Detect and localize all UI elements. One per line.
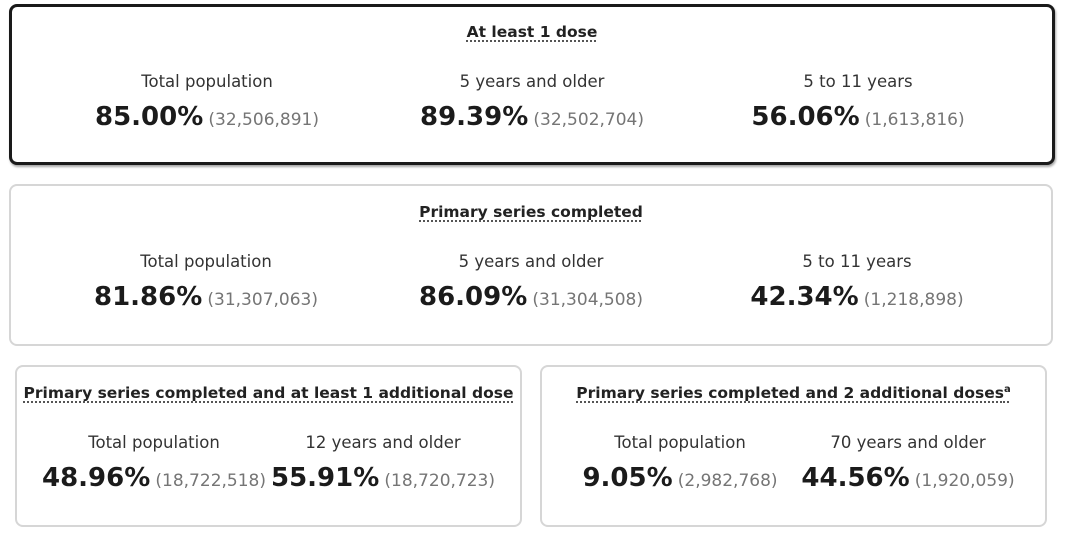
stat-count: (2,982,768): [677, 471, 778, 491]
stat-percent: 85.00%: [95, 102, 204, 132]
stat-count: (32,502,704): [533, 110, 644, 130]
stat-value: 44.56% (1,920,059): [783, 463, 1033, 493]
stat-value: 9.05% (2,982,768): [555, 463, 805, 493]
stat-label: 12 years and older: [305, 433, 461, 452]
stat-value: 55.91% (18,720,723): [258, 463, 508, 493]
stat-value: 81.86% (31,307,063): [46, 282, 366, 312]
card-title-text[interactable]: Primary series completed and 2 additiona…: [576, 384, 1010, 402]
stat-5-years-and-older: 5 years and older 86.09% (31,304,508): [371, 250, 691, 312]
stat-total-population: Total population 81.86% (31,307,063): [46, 250, 366, 312]
stat-value: 85.00% (32,506,891): [47, 102, 367, 132]
stat-count: (31,304,508): [532, 290, 643, 310]
card-title: Primary series completed and at least 1 …: [17, 384, 520, 402]
stat-percent: 81.86%: [94, 282, 203, 312]
card-primary-series-and-2-additional-doses[interactable]: Primary series completed and 2 additiona…: [540, 365, 1047, 527]
card-title-text[interactable]: Primary series completed: [419, 203, 643, 221]
stat-percent: 55.91%: [271, 463, 380, 493]
card-at-least-1-dose[interactable]: At least 1 dose Total population 85.00% …: [9, 4, 1055, 165]
stat-percent: 89.39%: [420, 102, 529, 132]
stat-70-years-and-older: 70 years and older 44.56% (1,920,059): [783, 431, 1033, 493]
stat-count: (31,307,063): [207, 290, 318, 310]
stat-value: 48.96% (18,722,518): [29, 463, 279, 493]
stat-label: Total population: [614, 433, 746, 452]
stat-percent: 42.34%: [750, 282, 859, 312]
stat-value: 89.39% (32,502,704): [372, 102, 692, 132]
stat-count: (32,506,891): [208, 110, 319, 130]
card-title-label: Primary series completed and 2 additiona…: [576, 384, 1004, 403]
card-title: Primary series completed and 2 additiona…: [542, 384, 1045, 402]
stat-label: 5 to 11 years: [803, 72, 913, 91]
stat-label: Total population: [141, 72, 273, 91]
card-title-text[interactable]: At least 1 dose: [466, 23, 598, 41]
stat-5-years-and-older: 5 years and older 89.39% (32,502,704): [372, 70, 692, 132]
stat-label: Total population: [140, 252, 272, 271]
stat-label: Total population: [88, 433, 220, 452]
stat-percent: 56.06%: [751, 102, 860, 132]
stat-percent: 86.09%: [419, 282, 528, 312]
stat-total-population: Total population 48.96% (18,722,518): [29, 431, 279, 493]
stat-value: 86.09% (31,304,508): [371, 282, 691, 312]
stat-label: 70 years and older: [830, 433, 986, 452]
stat-value: 56.06% (1,613,816): [698, 102, 1018, 132]
stat-total-population: Total population 85.00% (32,506,891): [47, 70, 367, 132]
stat-label: 5 to 11 years: [802, 252, 912, 271]
stat-label: 5 years and older: [458, 252, 604, 271]
stat-count: (1,920,059): [914, 471, 1015, 491]
stat-count: (1,613,816): [864, 110, 965, 130]
stat-percent: 9.05%: [582, 463, 673, 493]
stat-12-years-and-older: 12 years and older 55.91% (18,720,723): [258, 431, 508, 493]
stat-count: (18,720,723): [384, 471, 495, 491]
card-title: Primary series completed: [11, 203, 1051, 221]
stat-5-to-11-years: 5 to 11 years 42.34% (1,218,898): [697, 250, 1017, 312]
card-primary-series-and-1-additional-dose[interactable]: Primary series completed and at least 1 …: [15, 365, 522, 527]
card-title: At least 1 dose: [12, 23, 1052, 41]
stat-percent: 44.56%: [801, 463, 910, 493]
stat-5-to-11-years: 5 to 11 years 56.06% (1,613,816): [698, 70, 1018, 132]
card-title-text[interactable]: Primary series completed and at least 1 …: [23, 384, 514, 402]
stat-count: (1,218,898): [863, 290, 964, 310]
stat-count: (18,722,518): [155, 471, 266, 491]
card-primary-series-completed[interactable]: Primary series completed Total populatio…: [9, 184, 1053, 346]
stat-value: 42.34% (1,218,898): [697, 282, 1017, 312]
footnote-marker[interactable]: a: [1003, 384, 1011, 395]
stat-label: 5 years and older: [459, 72, 605, 91]
stat-total-population: Total population 9.05% (2,982,768): [555, 431, 805, 493]
stat-percent: 48.96%: [42, 463, 151, 493]
